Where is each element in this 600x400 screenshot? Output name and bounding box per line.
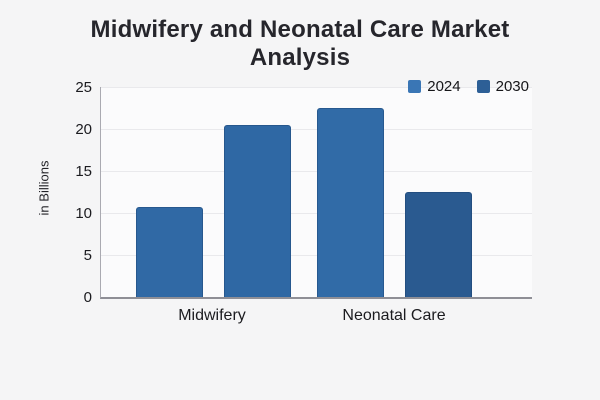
- chart-title-line-2: Analysis: [249, 44, 351, 72]
- gridline-y-25: [101, 87, 532, 88]
- plot-area: [100, 87, 532, 299]
- y-tick-label-25: 25: [75, 79, 92, 96]
- y-tick-label-0: 0: [83, 289, 92, 306]
- y-tick-label-5: 5: [83, 247, 92, 264]
- legend-label-2024: 2024: [427, 78, 461, 95]
- bar-neonatal-care-2024: [316, 108, 384, 297]
- x-axis-label-neonatal-care: Neonatal Care: [342, 307, 446, 324]
- legend-item-2024[interactable]: 2024: [408, 78, 461, 95]
- chart-title-line-1: Midwifery and Neonatal Care Market: [90, 16, 510, 43]
- chart-title: Midwifery and Neonatal Care Market Analy…: [0, 16, 600, 72]
- legend-swatch-2030-icon: [476, 80, 490, 93]
- y-tick-label-10: 10: [75, 205, 92, 222]
- legend-label-2030: 2030: [495, 78, 529, 95]
- bar-midwifery-2030: [223, 124, 291, 297]
- bar-midwifery-2024: [135, 207, 203, 297]
- legend: 2024 2030: [408, 78, 529, 95]
- bar-neonatal-care-2030: [404, 192, 472, 297]
- x-axis-label-midwifery: Midwifery: [178, 307, 246, 324]
- y-tick-label-20: 20: [75, 121, 92, 138]
- legend-swatch-2024-icon: [408, 80, 422, 93]
- y-tick-label-15: 15: [75, 163, 92, 180]
- legend-item-2030[interactable]: 2030: [476, 78, 529, 95]
